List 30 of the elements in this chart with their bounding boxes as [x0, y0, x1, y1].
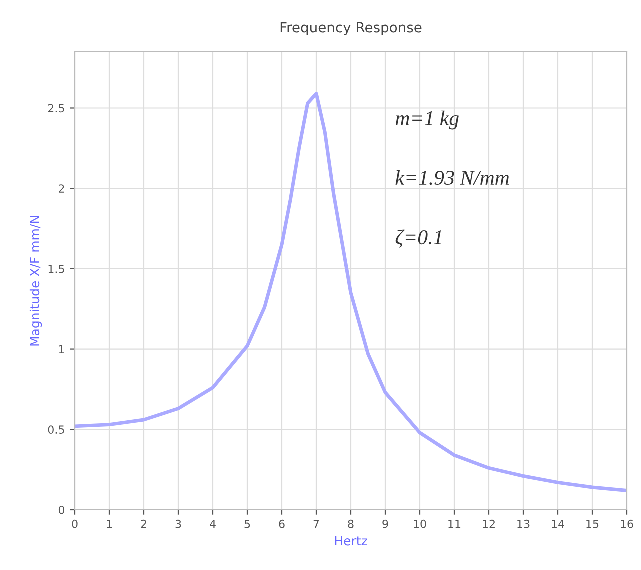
- annotation: m=1 kg: [396, 110, 459, 130]
- x-tick-label: 5: [244, 520, 250, 528]
- x-axis-title: Hertz: [335, 536, 368, 546]
- y-tick-label: 2.5: [48, 104, 64, 113]
- annotation: ζ=0.1: [396, 230, 442, 248]
- y-tick-label: 0: [58, 506, 65, 514]
- x-tick-label: 10: [414, 520, 426, 528]
- y-tick-label: 1.5: [48, 265, 64, 274]
- chart-title: Frequency Response: [280, 22, 422, 36]
- x-tick-label: 8: [348, 520, 354, 528]
- x-tick-label: 0: [72, 520, 78, 528]
- x-tick-label: 1: [107, 520, 112, 528]
- x-tick-label: 9: [382, 520, 388, 528]
- x-tick-label: 14: [552, 520, 564, 528]
- x-tick-label: 7: [314, 520, 320, 528]
- x-tick-label: 4: [210, 520, 216, 528]
- x-tick-label: 13: [518, 520, 530, 528]
- line-series: [75, 92, 627, 492]
- x-tick-label: 6: [279, 520, 285, 528]
- x-tick-label: 3: [176, 520, 182, 528]
- y-axis-title: Magnitude X/F mm/N: [30, 216, 42, 346]
- y-tick-label: 1: [59, 345, 64, 354]
- x-tick-label: 12: [483, 520, 495, 528]
- x-tick-label: 11: [448, 520, 461, 528]
- annotation: k=1.93 N/mm: [396, 170, 510, 186]
- x-tick-label: 15: [586, 520, 599, 528]
- y-tick-label: 0.5: [48, 426, 64, 434]
- y-tick-label: 2: [59, 184, 64, 193]
- x-tick-label: 16: [621, 520, 634, 528]
- x-tick-label: 2: [141, 520, 146, 528]
